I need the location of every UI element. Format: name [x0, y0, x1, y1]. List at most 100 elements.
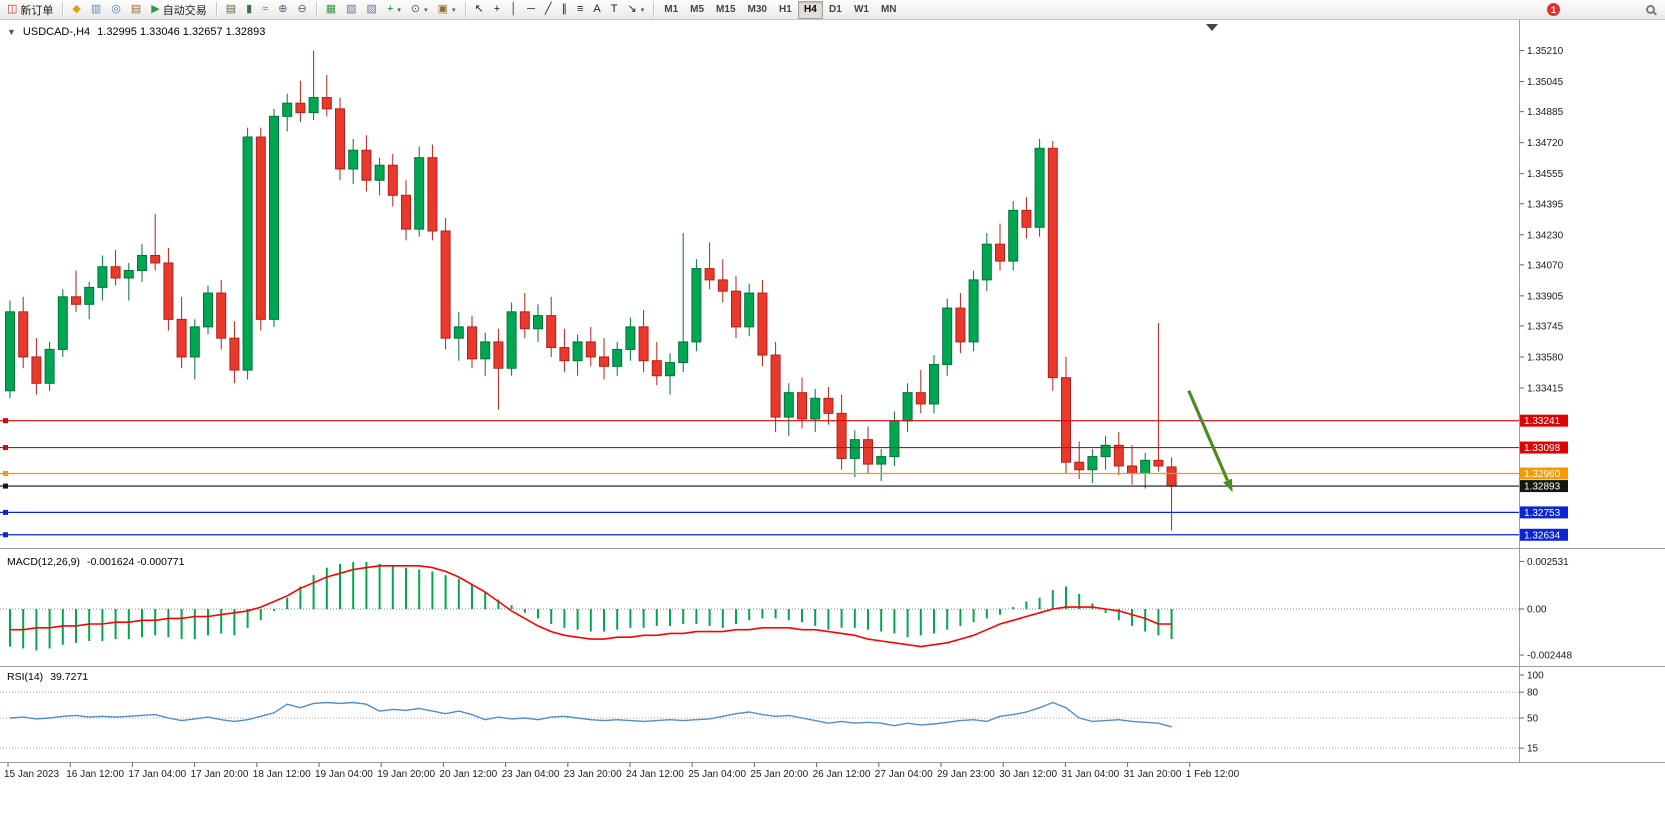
- trade-arrow-annotation[interactable]: [1187, 390, 1233, 493]
- svg-text:15: 15: [1527, 744, 1539, 755]
- arrows-button[interactable]: ↘ ▾: [623, 1, 650, 19]
- text-label-button[interactable]: T: [606, 1, 623, 19]
- zoom-out-icon: ⊖: [297, 3, 307, 15]
- new-order-button[interactable]: ◫ 新订单: [2, 1, 58, 19]
- time-scale[interactable]: 15 Jan 2023 16 Jan 12:00 17 Jan 04:00 17 Ja…: [4, 762, 1240, 781]
- chart-shift-marker-icon[interactable]: [1206, 24, 1218, 31]
- horizontal-line-button[interactable]: ─: [522, 1, 540, 19]
- dropdown-icon-group: + ▾ ⊙ ▾ ▣ ▾: [382, 1, 461, 19]
- profile-icon: ▥: [90, 3, 102, 15]
- periods-button[interactable]: ⊙ ▾: [406, 1, 433, 19]
- line-chart-button[interactable]: ≈: [257, 1, 273, 19]
- line-chart-icon: ≈: [262, 3, 269, 15]
- macd-panel[interactable]: 0.002531 0.00 -0.002448: [0, 557, 1572, 662]
- candlestick-chart-icon: ▮: [246, 3, 253, 15]
- horizontal-line-icon: ─: [527, 3, 535, 15]
- chart-expand-button[interactable]: ▼: [7, 27, 16, 37]
- svg-text:1.35045: 1.35045: [1527, 77, 1564, 88]
- svg-text:25 Jan 20:00: 25 Jan 20:00: [750, 769, 808, 780]
- svg-text:23 Jan 04:00: 23 Jan 04:00: [502, 769, 560, 780]
- crosshair-icon: +: [493, 3, 501, 15]
- text-icon: A: [593, 3, 601, 15]
- text-button[interactable]: A: [588, 1, 605, 19]
- text-label-icon: T: [610, 3, 618, 15]
- tile-windows-button[interactable]: ▦: [321, 1, 341, 19]
- svg-text:1.32753: 1.32753: [1524, 508, 1561, 519]
- timeframe-d1-button[interactable]: D1: [823, 1, 848, 19]
- svg-text:1.34555: 1.34555: [1527, 169, 1564, 180]
- crosshair-button[interactable]: +: [489, 1, 505, 19]
- timeframe-h1-button[interactable]: H1: [773, 1, 798, 19]
- rsi-panel[interactable]: 100 80 50 15: [0, 671, 1544, 755]
- timeframe-m1-button[interactable]: M1: [658, 1, 684, 19]
- trendline-button[interactable]: ╱: [540, 1, 557, 19]
- autotrading-button[interactable]: ▶ 自动交易: [146, 1, 211, 19]
- bar-chart-button[interactable]: ▤: [221, 1, 241, 19]
- svg-text:1.33905: 1.33905: [1527, 291, 1564, 302]
- autotrading-label: 自动交易: [162, 4, 207, 17]
- toolbar-separator: [62, 2, 64, 17]
- channel-icon: ∥: [561, 3, 568, 15]
- panel-separators: [0, 20, 1665, 763]
- indicators-window-button[interactable]: ▧: [341, 1, 361, 19]
- svg-text:1.33241: 1.33241: [1524, 416, 1561, 427]
- channel-button[interactable]: ∥: [557, 1, 573, 19]
- toolbar-separator: [653, 2, 655, 17]
- svg-text:23 Jan 20:00: 23 Jan 20:00: [564, 769, 622, 780]
- svg-text:1.34070: 1.34070: [1527, 260, 1564, 271]
- search-icon[interactable]: [1646, 5, 1655, 14]
- svg-text:1.34720: 1.34720: [1527, 138, 1564, 149]
- signals-button[interactable]: ◎: [106, 1, 126, 19]
- periods-icon: ⊙: [410, 3, 421, 15]
- svg-text:16 Jan 12:00: 16 Jan 12:00: [66, 769, 124, 780]
- cursor-button[interactable]: ↖: [470, 1, 489, 19]
- svg-text:1 Feb 12:00: 1 Feb 12:00: [1186, 769, 1240, 780]
- chart-canvas[interactable]: 1.35210 1.35045 1.34885 1.34720 1.34555 1.343…: [0, 20, 1665, 831]
- svg-text:-0.002448: -0.002448: [1527, 651, 1572, 662]
- bar-chart-icon: ▤: [225, 3, 237, 15]
- timeframe-m30-button[interactable]: M30: [742, 1, 773, 19]
- notification-badge[interactable]: 1: [1547, 3, 1560, 16]
- dropdown-caret-icon: ▾: [640, 6, 645, 14]
- main-toolbar: ◫ 新订单 ◆ ▥ ◎ ▤ ▶ 自动交易 ▤ ▮ ≈ ⊕ ⊖ ▦ ▧ ▨ + ▾ ⊙ ▾ ▣ ▾ ↖ + │ ─ ╱…: [0, 0, 1665, 20]
- toolbar-separator: [464, 2, 466, 17]
- svg-text:19 Jan 20:00: 19 Jan 20:00: [377, 769, 435, 780]
- dropdown-caret-icon: ▾: [424, 6, 428, 14]
- svg-text:1.33745: 1.33745: [1527, 321, 1564, 332]
- svg-text:1.32634: 1.32634: [1524, 530, 1561, 541]
- fibonacci-button[interactable]: ≡: [572, 1, 588, 19]
- drawing-icon-group: ↖ + │ ─ ╱ ∥ ≡ A T ↘ ▾: [470, 1, 650, 19]
- timeframe-m5-button[interactable]: M5: [684, 1, 710, 19]
- svg-text:26 Jan 12:00: 26 Jan 12:00: [813, 769, 871, 780]
- svg-text:80: 80: [1527, 688, 1539, 699]
- svg-text:17 Jan 04:00: 17 Jan 04:00: [128, 769, 186, 780]
- timeframe-m15-button[interactable]: M15: [710, 1, 741, 19]
- candlestick-series[interactable]: [5, 50, 1177, 531]
- price-level-lines[interactable]: 1.33241 1.33098 1.32960 1.32893 1.32753 1.326…: [0, 414, 1568, 542]
- market-watch-button[interactable]: ▤: [126, 1, 146, 19]
- templates-button[interactable]: ▣ ▾: [433, 1, 461, 19]
- svg-text:1.34395: 1.34395: [1527, 199, 1564, 210]
- svg-text:18 Jan 12:00: 18 Jan 12:00: [253, 769, 311, 780]
- tile-windows-icon: ▦: [325, 3, 337, 15]
- zoom-out-button[interactable]: ⊖: [293, 1, 312, 19]
- add-indicator-button[interactable]: + ▾: [382, 1, 406, 19]
- vertical-line-button[interactable]: │: [505, 1, 522, 19]
- timeframe-w1-button[interactable]: W1: [848, 1, 875, 19]
- timeframe-h4-button[interactable]: H4: [797, 0, 823, 19]
- candlestick-chart-button[interactable]: ▮: [241, 1, 257, 19]
- svg-text:50: 50: [1527, 714, 1539, 725]
- cursor-icon: ↖: [474, 3, 484, 15]
- svg-text:29 Jan 23:00: 29 Jan 23:00: [937, 769, 995, 780]
- dropdown-caret-icon: ▾: [452, 6, 456, 14]
- zoom-in-button[interactable]: ⊕: [273, 1, 292, 19]
- svg-text:15 Jan 2023: 15 Jan 2023: [4, 769, 59, 780]
- timeframe-mn-button[interactable]: MN: [875, 1, 903, 19]
- metaeditor-button[interactable]: ◆: [67, 1, 85, 19]
- autotrading-icon: ▶: [151, 3, 160, 15]
- objects-window-button[interactable]: ▨: [362, 1, 382, 19]
- svg-text:100: 100: [1527, 671, 1544, 682]
- price-scale[interactable]: 1.35210 1.35045 1.34885 1.34720 1.34555 1.343…: [1519, 46, 1564, 394]
- profile-button[interactable]: ▥: [86, 1, 106, 19]
- svg-text:1.35210: 1.35210: [1527, 46, 1564, 57]
